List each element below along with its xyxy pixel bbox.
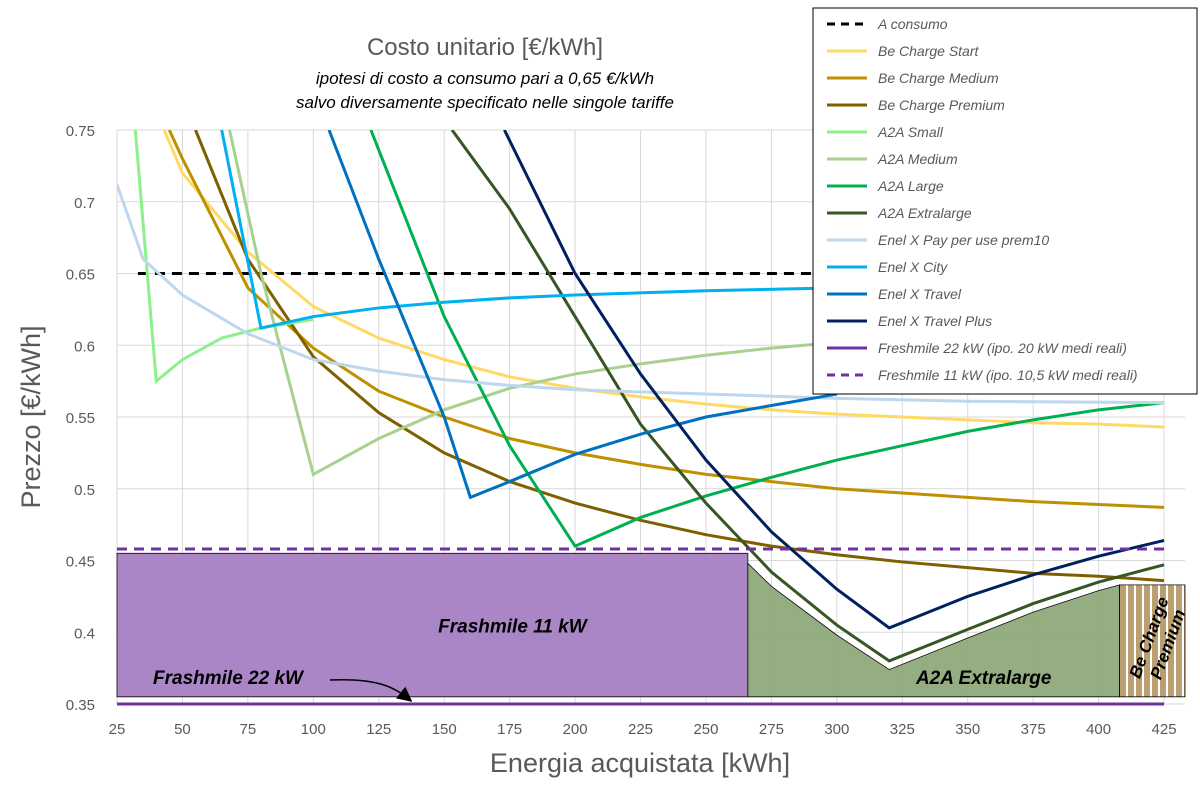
y-tick-label: 0.5 bbox=[74, 482, 95, 499]
region-label: Frashmile 11 kW bbox=[438, 616, 589, 637]
x-tick-label: 100 bbox=[301, 721, 326, 738]
legend-label: Freshmile 11 kW (ipo. 10,5 kW medi reali… bbox=[878, 367, 1138, 383]
legend-label: A consumo bbox=[877, 16, 948, 32]
x-axis-label: Energia acquistata [kWh] bbox=[490, 748, 790, 778]
x-tick-label: 75 bbox=[240, 721, 257, 738]
legend-label: Enel X Pay per use prem10 bbox=[878, 232, 1049, 248]
legend-label: A2A Medium bbox=[877, 151, 958, 167]
legend-label: Be Charge Medium bbox=[878, 70, 999, 86]
x-tick-label: 200 bbox=[563, 721, 588, 738]
subtitle: ipotesi di costo a consumo pari a 0,65 €… bbox=[316, 69, 654, 88]
annotation-arrow bbox=[329, 679, 413, 702]
y-tick-label: 0.45 bbox=[66, 554, 95, 571]
series-line bbox=[117, 184, 1165, 405]
annotation: Frashmile 22 kW bbox=[153, 668, 305, 689]
y-tick-label: 0.4 bbox=[74, 625, 95, 642]
legend-label: A2A Extralarge bbox=[877, 205, 972, 221]
x-tick-label: 275 bbox=[759, 721, 784, 738]
region bbox=[116, 552, 749, 698]
x-tick-label: 325 bbox=[890, 721, 915, 738]
lines bbox=[117, 130, 1165, 706]
subtitle: salvo diversamente specificato nelle sin… bbox=[296, 93, 674, 112]
y-tick-label: 0.75 bbox=[66, 123, 95, 140]
x-tick-label: 50 bbox=[174, 721, 191, 738]
x-tick-label: 300 bbox=[824, 721, 849, 738]
x-tick-label: 150 bbox=[432, 721, 457, 738]
series-line bbox=[327, 130, 838, 500]
series-line bbox=[503, 130, 1165, 630]
y-axis-label: Prezzo [€/kWh] bbox=[16, 325, 46, 508]
x-tick-label: 350 bbox=[955, 721, 980, 738]
legend-label: Enel X Travel bbox=[878, 286, 962, 302]
y-tick-label: 0.7 bbox=[74, 195, 95, 212]
legend-box bbox=[812, 7, 1198, 395]
x-tick-label: 25 bbox=[109, 721, 126, 738]
x-tick-label: 125 bbox=[366, 721, 391, 738]
legend-label: Be Charge Start bbox=[878, 43, 979, 59]
y-tick-label: 0.6 bbox=[74, 338, 95, 355]
x-tick-label: 225 bbox=[628, 721, 653, 738]
y-tick-label: 0.35 bbox=[66, 697, 95, 714]
series-line bbox=[220, 130, 837, 330]
y-tick-label: 0.65 bbox=[66, 267, 95, 284]
y-tick-label: 0.55 bbox=[66, 410, 95, 427]
series-line bbox=[133, 130, 314, 385]
series-line bbox=[228, 130, 903, 477]
x-tick-label: 175 bbox=[497, 721, 522, 738]
legend: A consumo Be Charge Start Be Charge Medium… bbox=[812, 7, 1198, 395]
regions bbox=[116, 552, 1186, 698]
region bbox=[1119, 584, 1186, 698]
legend-label: Be Charge Premium bbox=[878, 97, 1005, 113]
region-label: A2A Extralarge bbox=[915, 668, 1052, 689]
x-tick-label: 375 bbox=[1021, 721, 1046, 738]
legend-label: A2A Large bbox=[877, 178, 944, 194]
series-line bbox=[194, 130, 1165, 583]
legend-label: Freshmile 22 kW (ipo. 20 kW medi reali) bbox=[878, 340, 1127, 356]
series-line bbox=[450, 130, 1165, 663]
series-line bbox=[162, 130, 1165, 429]
x-tick-label: 425 bbox=[1152, 721, 1177, 738]
legend-label: Enel X City bbox=[878, 259, 948, 275]
x-tick-label: 400 bbox=[1086, 721, 1111, 738]
x-tick-label: 250 bbox=[693, 721, 718, 738]
series-line bbox=[369, 130, 1165, 549]
series-line bbox=[167, 130, 1165, 509]
legend-label: A2A Small bbox=[877, 124, 944, 140]
chart-title: Costo unitario [€/kWh] bbox=[367, 34, 603, 61]
legend-label: Enel X Travel Plus bbox=[878, 313, 992, 329]
